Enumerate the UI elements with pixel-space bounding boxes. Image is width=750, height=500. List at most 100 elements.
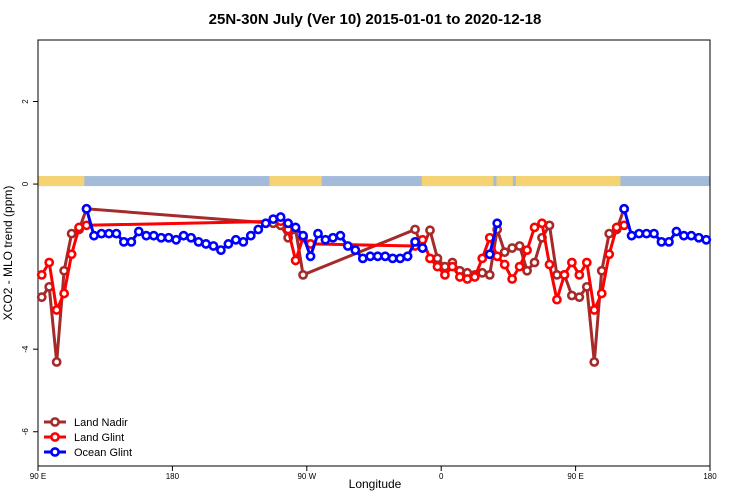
data-point: [544, 220, 555, 231]
data-point: [566, 257, 577, 268]
data-point: [305, 251, 316, 262]
data-point: [522, 265, 532, 276]
data-point: [186, 232, 196, 243]
data-point: [208, 241, 219, 251]
data-point: [581, 257, 592, 268]
x-tick-label: 0: [439, 472, 444, 481]
data-point: [283, 218, 294, 229]
data-point: [522, 245, 532, 256]
data-point: [148, 230, 159, 241]
data-point: [380, 251, 391, 262]
data-point: [514, 261, 525, 272]
data-point: [313, 228, 323, 239]
data-point: [574, 292, 585, 303]
x-tick-label: 90 W: [297, 472, 316, 481]
data-point: [469, 272, 480, 282]
data-point: [440, 261, 450, 272]
data-point: [589, 357, 600, 367]
data-point: [253, 224, 264, 235]
data-point: [74, 222, 84, 233]
data-point: [298, 269, 308, 280]
data-point: [36, 292, 47, 303]
data-point: [156, 232, 167, 243]
data-point: [619, 203, 630, 214]
data-point: [36, 269, 47, 280]
ocean-strip: [38, 176, 710, 187]
data-point: [104, 228, 114, 239]
data-point: [507, 243, 518, 253]
data-point: [477, 267, 488, 278]
data-point: [417, 234, 428, 245]
data-point: [552, 294, 562, 305]
data-point: [454, 272, 465, 282]
land-segment: [421, 176, 494, 187]
data-point: [425, 225, 435, 236]
data-point: [66, 228, 77, 239]
data-point: [447, 261, 458, 272]
data-point: [432, 253, 443, 264]
data-point: [320, 234, 331, 245]
legend: Land Nadir Land Glint Ocean Glint: [44, 417, 132, 459]
data-point: [44, 257, 55, 268]
data-point: [111, 228, 122, 239]
data-point: [693, 232, 704, 243]
data-point: [357, 253, 368, 264]
data-point: [417, 243, 428, 253]
data-point: [462, 274, 473, 284]
data-point: [678, 230, 689, 241]
data-point: [596, 288, 607, 299]
data-point: [275, 212, 286, 222]
data-point: [193, 236, 204, 247]
data-point: [245, 230, 256, 241]
data-point: [701, 234, 712, 245]
data-point: [260, 218, 271, 229]
data-point: [133, 226, 144, 237]
data-point: [492, 251, 503, 262]
legend-marker: [50, 432, 60, 442]
data-point: [171, 234, 182, 245]
data-point: [290, 255, 301, 266]
data-point: [201, 239, 211, 249]
data-point: [365, 251, 376, 262]
data-point: [634, 228, 644, 239]
data-point: [290, 222, 301, 233]
x-tick-label: 90 E: [567, 472, 583, 481]
y-axis-label: XCO2 - MLO trend (ppm): [1, 186, 15, 321]
data-point: [537, 218, 547, 229]
data-point: [118, 236, 129, 247]
data-point: [664, 236, 674, 247]
data-point: [51, 305, 62, 315]
data-point: [641, 228, 652, 239]
data-point: [163, 232, 174, 243]
data-point: [66, 249, 77, 260]
data-point: [559, 269, 570, 280]
data-point: [51, 357, 62, 367]
legend-label: Land Glint: [74, 432, 124, 444]
data-point: [499, 259, 510, 270]
legend-marker: [50, 447, 60, 457]
land-segment: [515, 176, 621, 187]
chart-title: 25N-30N July (Ver 10) 2015-01-01 to 2020…: [209, 11, 542, 28]
data-point: [238, 236, 249, 247]
data-point: [141, 230, 152, 241]
data-point: [611, 222, 622, 233]
data-point: [96, 228, 107, 239]
data-point: [544, 259, 555, 270]
data-point: [604, 228, 615, 239]
data-point: [529, 257, 540, 268]
land-segment: [496, 176, 513, 187]
land-segment: [38, 176, 85, 187]
data-point: [484, 249, 495, 260]
data-point: [686, 230, 697, 241]
data-point: [656, 236, 667, 247]
data-point: [440, 269, 450, 280]
x-tick-label: 90 E: [30, 472, 46, 481]
y-tick-label: 0: [21, 181, 30, 186]
data-point: [298, 230, 308, 241]
data-point: [671, 226, 682, 237]
x-tick-label: 180: [166, 472, 180, 481]
data-point: [230, 234, 241, 245]
data-point: [126, 236, 137, 247]
data-point: [649, 228, 659, 239]
